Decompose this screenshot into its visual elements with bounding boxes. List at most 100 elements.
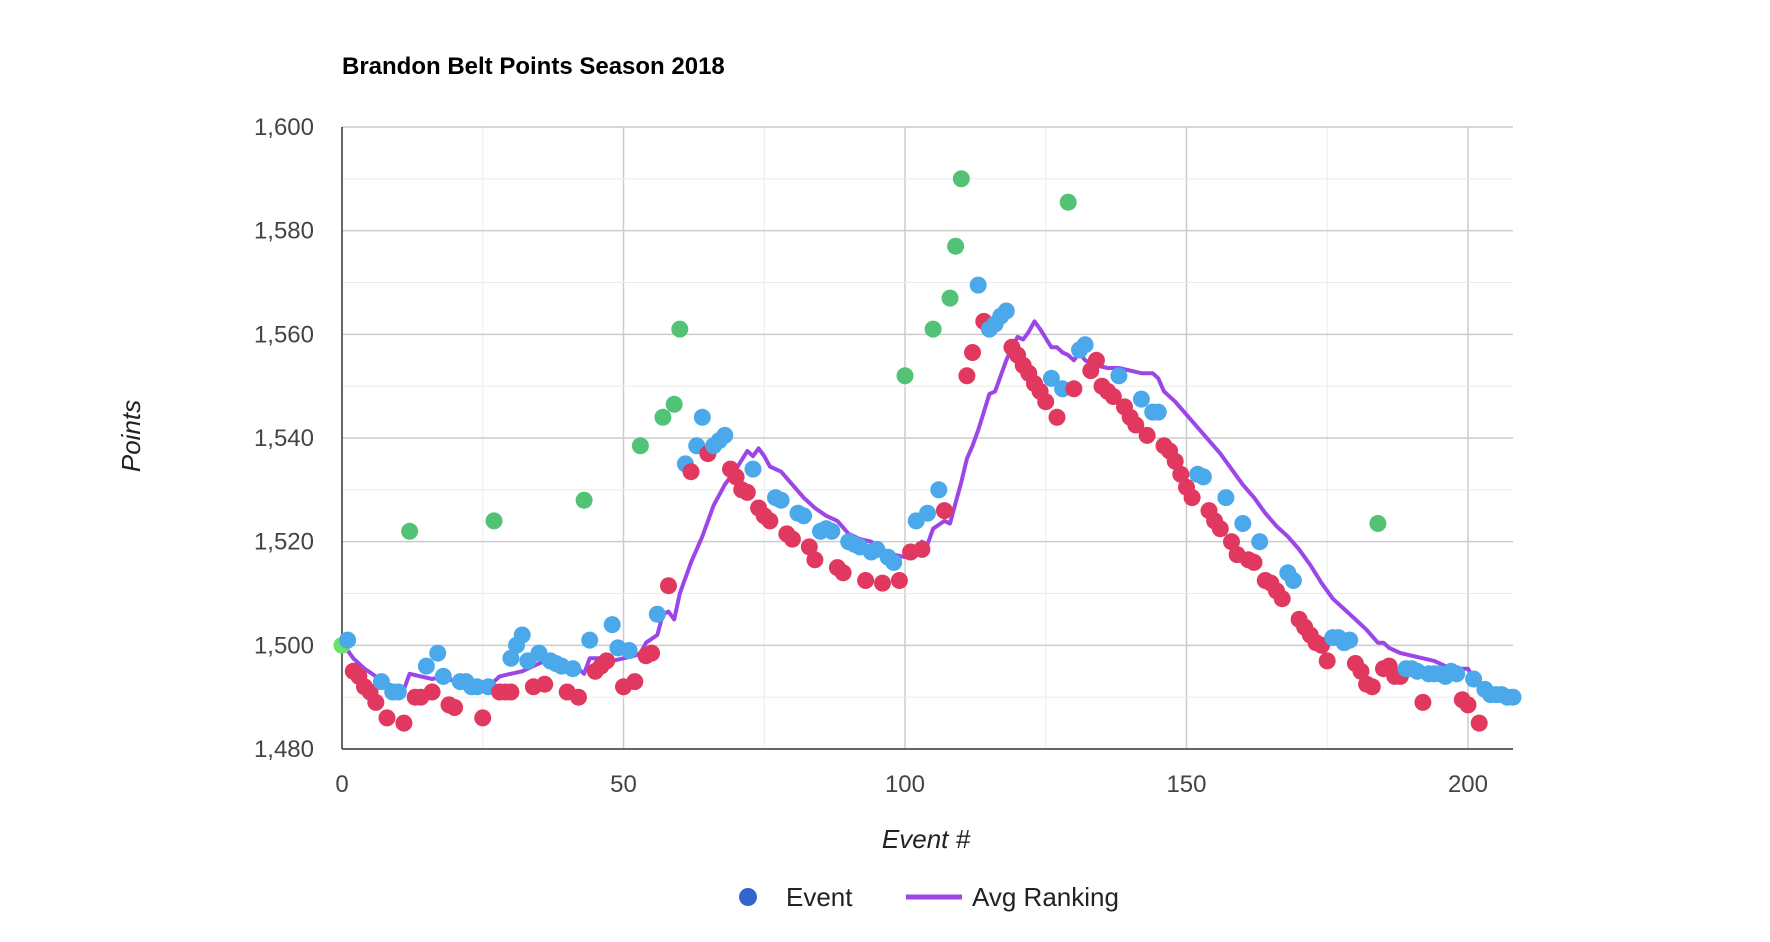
event-point[interactable] — [389, 683, 407, 701]
event-point[interactable] — [738, 483, 756, 501]
event-point[interactable] — [1470, 714, 1488, 732]
event-point[interactable] — [941, 289, 959, 307]
event-point[interactable] — [1087, 351, 1105, 369]
event-point[interactable] — [564, 660, 582, 678]
event-point[interactable] — [1149, 403, 1167, 421]
event-point[interactable] — [367, 693, 385, 711]
event-point[interactable] — [930, 481, 948, 499]
event-point[interactable] — [378, 709, 396, 727]
event-point[interactable] — [643, 644, 661, 662]
legend-item-avg-ranking[interactable]: Avg Ranking — [906, 882, 1119, 912]
event-point[interactable] — [1414, 693, 1432, 711]
event-point[interactable] — [1194, 468, 1212, 486]
event-point[interactable] — [1341, 631, 1359, 649]
event-point[interactable] — [1223, 533, 1240, 551]
event-point[interactable] — [395, 714, 413, 732]
event-point[interactable] — [761, 512, 779, 530]
event-point[interactable] — [1059, 193, 1077, 211]
event-point[interactable] — [958, 367, 976, 385]
event-point[interactable] — [1076, 336, 1094, 354]
event-point[interactable] — [1504, 688, 1522, 706]
event-point[interactable] — [727, 468, 745, 486]
event-point[interactable] — [1369, 515, 1387, 532]
event-point[interactable] — [513, 626, 531, 644]
event-point[interactable] — [1217, 489, 1235, 507]
event-point[interactable] — [857, 572, 875, 589]
event-point[interactable] — [1048, 408, 1066, 426]
event-point[interactable] — [964, 344, 981, 361]
event-point[interactable] — [1183, 489, 1201, 507]
event-point[interactable] — [716, 426, 734, 444]
event-point[interactable] — [1465, 670, 1483, 688]
event-point[interactable] — [648, 605, 666, 623]
event-point[interactable] — [1234, 515, 1252, 532]
event-point[interactable] — [795, 507, 813, 525]
event-point[interactable] — [1211, 520, 1229, 538]
event-point[interactable] — [502, 649, 520, 667]
event-point[interactable] — [823, 522, 841, 540]
event-point[interactable] — [952, 170, 970, 188]
event-point[interactable] — [434, 667, 452, 685]
event-point[interactable] — [1042, 369, 1060, 387]
event-point[interactable] — [935, 502, 953, 520]
event-point[interactable] — [1172, 465, 1190, 483]
event-point[interactable] — [446, 699, 464, 716]
event-point[interactable] — [834, 564, 852, 582]
event-point[interactable] — [1363, 678, 1381, 696]
event-point[interactable] — [626, 673, 644, 691]
event-point[interactable] — [890, 572, 908, 589]
event-point[interactable] — [896, 367, 914, 385]
event-point[interactable] — [1166, 452, 1184, 470]
event-point[interactable] — [924, 320, 942, 338]
event-point[interactable] — [598, 652, 616, 670]
event-point[interactable] — [1110, 367, 1128, 385]
event-point[interactable] — [1352, 662, 1370, 680]
event-point[interactable] — [1104, 388, 1122, 405]
event-point[interactable] — [1245, 553, 1263, 571]
event-point[interactable] — [631, 437, 649, 455]
event-point[interactable] — [919, 504, 936, 522]
event-point[interactable] — [423, 683, 441, 701]
event-point[interactable] — [429, 644, 447, 662]
event-point[interactable] — [1065, 380, 1083, 398]
event-point[interactable] — [603, 616, 621, 634]
event-point[interactable] — [1037, 393, 1055, 411]
event-point[interactable] — [581, 631, 599, 649]
event-point[interactable] — [693, 408, 711, 426]
event-point[interactable] — [1459, 696, 1477, 714]
event-point[interactable] — [620, 642, 638, 659]
event-point[interactable] — [575, 491, 593, 509]
event-point[interactable] — [969, 276, 987, 294]
event-point[interactable] — [570, 688, 587, 706]
event-point[interactable] — [1132, 390, 1150, 408]
event-point[interactable] — [339, 631, 357, 649]
event-point[interactable] — [744, 460, 762, 478]
event-point[interactable] — [800, 538, 818, 556]
event-point[interactable] — [772, 491, 790, 509]
event-point[interactable] — [1251, 533, 1269, 551]
event-point[interactable] — [485, 512, 503, 530]
event-point[interactable] — [372, 673, 390, 691]
event-point[interactable] — [783, 530, 801, 548]
event-point[interactable] — [1318, 652, 1336, 670]
event-point[interactable] — [660, 577, 677, 595]
event-point[interactable] — [654, 408, 672, 426]
event-point[interactable] — [671, 320, 689, 338]
legend-item-event[interactable]: Event — [739, 882, 853, 912]
event-point[interactable] — [997, 302, 1015, 320]
event-point[interactable] — [401, 522, 419, 540]
event-point[interactable] — [1448, 665, 1466, 683]
event-point[interactable] — [874, 574, 891, 592]
event-point[interactable] — [536, 675, 554, 693]
event-point[interactable] — [806, 551, 824, 569]
event-point[interactable] — [665, 395, 683, 413]
event-point[interactable] — [947, 237, 965, 255]
event-point[interactable] — [1138, 426, 1156, 444]
event-point[interactable] — [1273, 590, 1291, 608]
legend[interactable]: Event Avg Ranking — [739, 882, 1119, 912]
event-point[interactable] — [885, 553, 903, 571]
event-point[interactable] — [1127, 416, 1145, 434]
event-point[interactable] — [474, 709, 492, 727]
event-point[interactable] — [502, 683, 520, 701]
event-point[interactable] — [682, 463, 700, 481]
